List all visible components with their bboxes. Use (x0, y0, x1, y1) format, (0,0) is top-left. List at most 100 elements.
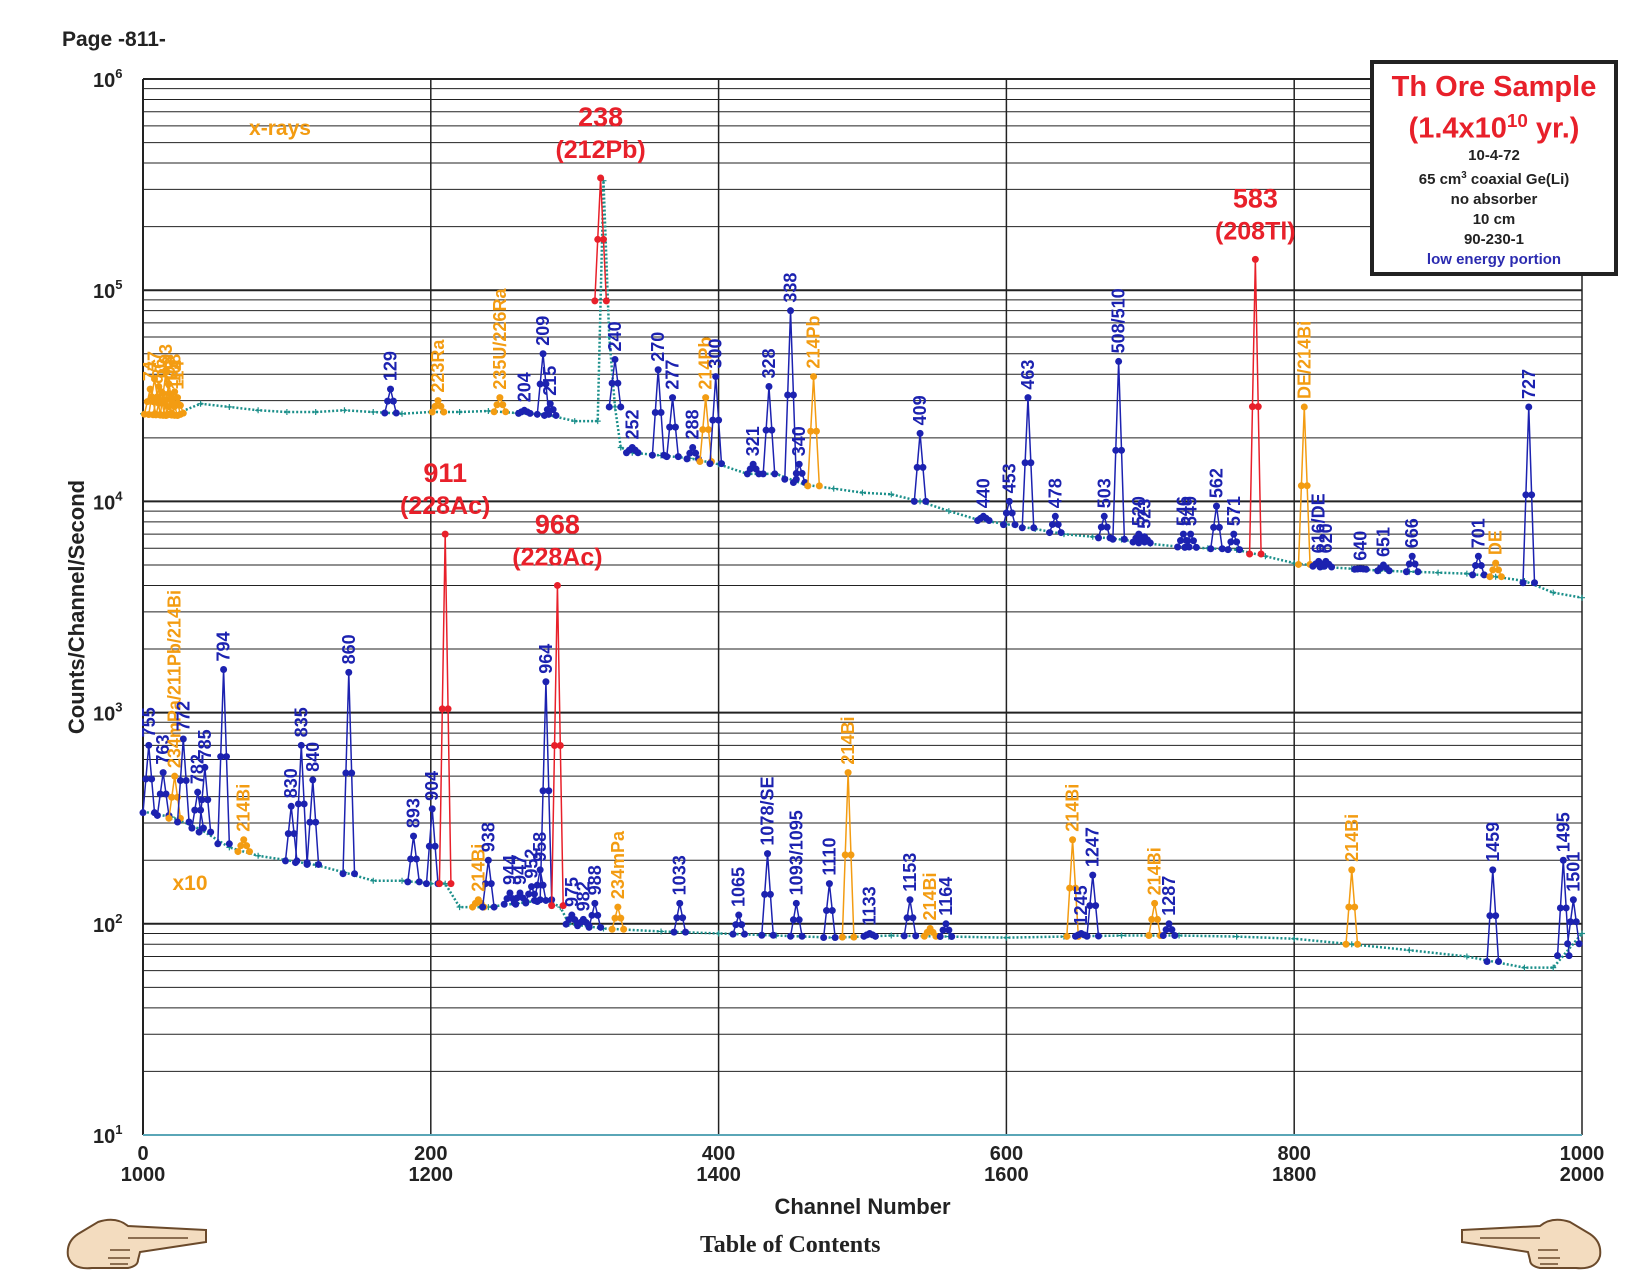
upper-spectrum-point (830, 485, 837, 492)
table-of-contents-link[interactable]: Table of Contents (700, 1232, 881, 1258)
peak-point (985, 517, 993, 525)
peak-point (608, 925, 616, 933)
peak-label: 440 (973, 478, 993, 508)
peak-point (732, 921, 740, 929)
peak-label: 794 (214, 631, 234, 661)
peak-point (1048, 520, 1056, 528)
peak-point (1024, 394, 1032, 402)
peak-point (1495, 566, 1503, 574)
peak-label: 785 (195, 729, 215, 759)
y-axis-title: Counts/Channel/Second (64, 480, 89, 734)
sample-info-box: Th Ore Sample (1.4x1010 yr.) 10-4-72 65 … (1370, 60, 1618, 276)
upper-spectrum-point (606, 334, 613, 341)
lower-spectrum-point (1550, 964, 1557, 971)
peak-point (1011, 521, 1019, 529)
peak-point (735, 911, 743, 919)
peak-point (530, 896, 538, 904)
peak-point (795, 916, 803, 924)
peak-point (1212, 502, 1220, 510)
peak-point (1083, 932, 1091, 940)
peak-label: 1110 (819, 838, 839, 876)
peak-point (1018, 524, 1026, 532)
peak-point (410, 832, 418, 840)
peak-point (611, 355, 619, 363)
peak-point (1192, 543, 1200, 551)
peak-label: 277 (663, 360, 683, 390)
peak-point (807, 427, 815, 435)
peak-point (171, 388, 179, 396)
peak-label: 964 (536, 644, 556, 674)
peak-label: 523 (1135, 499, 1155, 529)
lower-spectrum-point (442, 880, 449, 887)
peak-point (696, 458, 704, 466)
peak-label: 571 (1224, 496, 1244, 526)
peak-point (1097, 523, 1105, 531)
peak-label: 214Pb (804, 316, 824, 369)
peak-point (706, 460, 714, 468)
peak-point (422, 880, 430, 888)
peak-point (709, 416, 717, 424)
y-tick-label: 101 (93, 1122, 122, 1148)
peak-point (617, 403, 625, 411)
peak-point (425, 842, 433, 850)
upper-spectrum-point (485, 407, 492, 414)
peak-point (614, 379, 622, 387)
peak-point (1181, 543, 1189, 551)
pointing-hand-left-icon[interactable] (58, 1212, 208, 1272)
peak-point (620, 925, 628, 933)
peak-point (599, 235, 607, 243)
peak-point (617, 914, 625, 922)
peak-point (536, 380, 544, 388)
peak-point (539, 350, 547, 358)
x-tick-label-channel: 800 (1278, 1143, 1311, 1165)
peak-point (447, 880, 455, 888)
peak-point (438, 705, 446, 713)
axis-labels: 1011021031041051060100020012004001400600… (64, 66, 1604, 1219)
upper-spectrum-point (399, 410, 406, 417)
peak-point (1402, 568, 1410, 576)
peak-point (381, 409, 389, 417)
peak-point (1254, 403, 1262, 411)
peak-point (502, 408, 510, 416)
peak-point (142, 775, 150, 783)
peak-point (1575, 940, 1583, 948)
peak-point (781, 475, 789, 483)
grid-lines (142, 78, 1583, 1136)
peak-point (1469, 571, 1477, 579)
peak-point (159, 390, 167, 398)
peak-label: 114 (168, 361, 188, 390)
peak-point (194, 788, 202, 796)
peak-label: 840 (303, 742, 323, 772)
peak-label: 74 (140, 361, 160, 381)
peak-point (294, 800, 302, 808)
peak-point (351, 870, 359, 878)
peak-point (1492, 559, 1500, 567)
peak-point (789, 391, 797, 399)
peak-point (165, 814, 173, 822)
upper-spectrum-point (283, 409, 290, 416)
peak-point (300, 800, 308, 808)
sample-date: 10-4-72 (1468, 146, 1520, 164)
peak-point (825, 880, 833, 888)
peak-label: 214Bi (1342, 814, 1362, 862)
upper-spectrum-point (312, 409, 319, 416)
peak-point (838, 933, 846, 941)
peak-label: 975 (562, 877, 582, 907)
peak-point (597, 174, 605, 182)
peak-point (1100, 512, 1108, 520)
peak-point (820, 933, 828, 941)
pointing-hand-right-icon[interactable] (1460, 1212, 1610, 1272)
peak-label: 727 (1519, 369, 1539, 399)
peak-point (847, 851, 855, 859)
peak-point (1207, 545, 1215, 553)
peak-point (392, 409, 400, 417)
peak-point (948, 933, 956, 941)
peak-point (1151, 899, 1159, 907)
peak-label: 90 (152, 364, 172, 384)
peak-point (1145, 932, 1153, 940)
peak-label: 214Pb (696, 337, 716, 390)
peak-point (545, 787, 553, 795)
upper-spectrum-point (594, 418, 601, 425)
peak-point (198, 796, 206, 804)
peak-point (611, 914, 619, 922)
